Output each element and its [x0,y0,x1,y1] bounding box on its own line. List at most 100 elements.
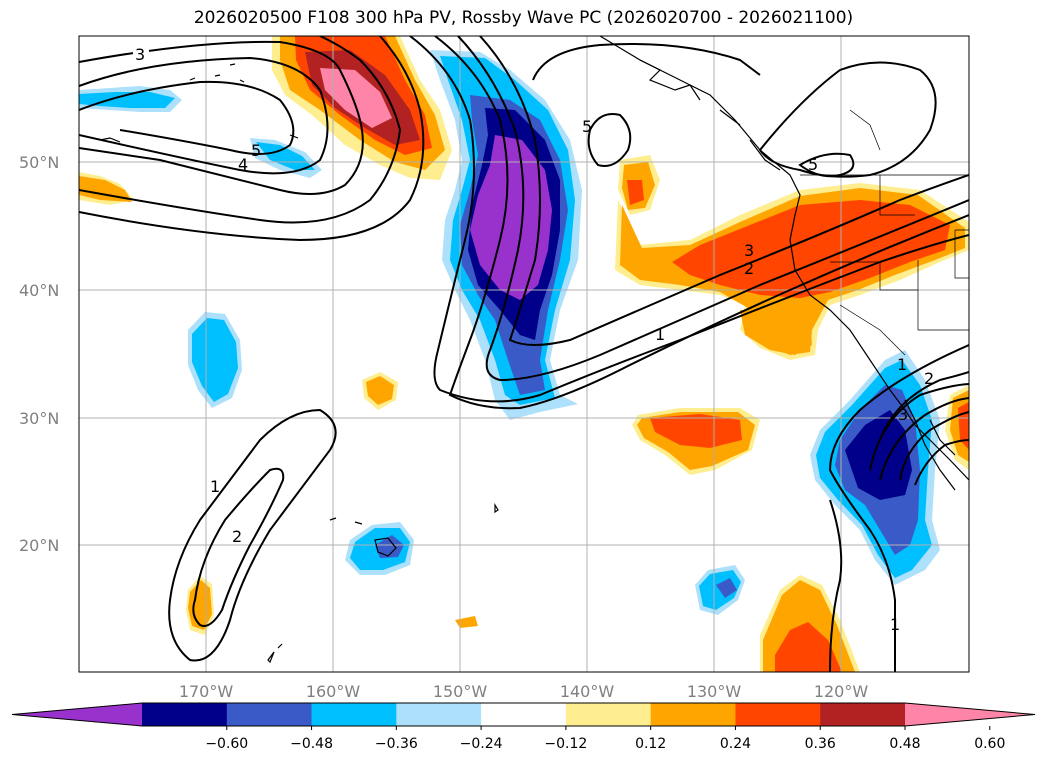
colorbar-outline [11,702,1036,727]
colorbar-swatch [142,703,228,726]
contour-label: 5 [808,155,818,174]
coastline-canada-inlets [639,59,781,171]
anomaly-negative-trough-purple [470,135,552,300]
hawaii-islands [329,517,397,557]
contour-5-closed [587,113,632,167]
contour-label: 3 [744,241,754,260]
contour-label: 4 [238,155,248,174]
lon-label: 130°W [687,682,742,701]
lon-label: 120°W [814,682,869,701]
colorbar-tick-label: 0.48 [889,736,920,752]
contour-se-5 [914,439,969,486]
colorbar-tick-label: 0.36 [805,736,836,752]
contour-trough-1 [434,36,969,410]
colorbar: −0.60 −0.48 −0.36 −0.24 −0.12 0.12 0.24 0.36 0.4… [11,702,1036,752]
contour-outer-s [829,499,843,672]
contour-label: 1 [897,355,907,374]
colorbar-tick-label: 0.12 [635,736,666,752]
contours [79,36,969,672]
anomaly-positive-north-pink [320,68,392,128]
colorbar-swatch [481,703,567,726]
colorbar-swatch [735,703,821,726]
contour-labels: 3 5 4 5 5 3 2 1 1 2 1 2 3 1 [133,44,934,634]
borders [800,109,969,356]
contour-5-mid [532,43,761,81]
colorbar-tick-label: 0.60 [974,736,1005,752]
contour-label: 2 [744,259,754,278]
contour-outer-2 [79,36,425,242]
contour-label: 3 [898,405,908,424]
lon-label: 160°W [306,682,361,701]
anomaly-orange-far-west-inner [79,176,132,202]
contour-trough-2 [409,36,969,403]
contour-se-4 [899,411,969,481]
longitude-labels: 170°W 160°W 150°W 140°W 130°W 120°W [179,682,869,701]
colorbar-swatch [565,703,652,726]
contour-1-s [828,344,969,672]
island-small-nw [99,137,121,143]
aleutian-islands [189,63,299,139]
anomaly-positive-mid-east-red [650,414,742,448]
colorbar-extend-min [12,703,142,726]
contour-trough-4 [479,36,969,346]
contour-2-sw [192,467,285,627]
lat-label: 20°N [19,536,59,555]
contour-north-ridge [79,56,329,175]
graticule [79,36,969,672]
colorbar-extend-max [905,703,1035,726]
anomaly-orange-small-mid-inner [366,376,394,405]
pv-shading [79,36,969,672]
contour-label: 5 [251,141,261,160]
coastline-baja [904,399,956,491]
anomaly-blue-south-core [716,578,737,598]
anomaly-blue-hawaii-core [375,535,404,558]
anomaly-positive-east-small-red [627,180,644,205]
map-area: 3 5 4 5 5 3 2 1 1 2 1 2 3 1 [79,36,969,672]
colorbar-swatch [650,703,736,726]
contour-5-coast [798,152,855,178]
anomaly-positive-south-red [775,622,842,672]
colorbar-tick-label: 0.24 [720,736,751,752]
lat-label: 50°N [19,153,59,172]
anomaly-blue-central-west-inner [192,318,238,402]
anomaly-blue-nw [79,92,175,108]
contour-label: 1 [890,615,900,634]
contour-se-2 [869,383,969,471]
contour-3-nw [79,40,364,195]
lon-label: 170°W [179,682,234,701]
colorbar-tick-label: −0.48 [290,736,333,752]
colorbar-swatch [396,703,482,726]
anomaly-blue-small-w-inner [256,142,315,170]
colorbar-tick-label: −0.60 [205,736,248,752]
contour-label: 2 [924,369,934,388]
colorbar-tick-label: −0.36 [375,736,418,752]
map-frame [78,35,970,673]
contour-label: 3 [135,45,145,64]
island-tiny-2 [267,643,283,664]
contour-label: 2 [232,527,242,546]
lon-label: 150°W [433,682,488,701]
anomaly-orange-coast [740,310,812,355]
anomaly-orange-tiny [455,616,478,628]
colorbar-swatch [820,703,906,726]
contour-se-1 [879,371,969,441]
island-tiny-1 [494,502,499,514]
contour-trough-3 [457,36,969,382]
anomaly-positive-east-band-red [672,200,950,298]
latitude-labels: 50°N 40°N 30°N 20°N [19,153,59,555]
contour-label: 1 [655,325,665,344]
colorbar-swatch [311,703,397,726]
contour-se-3 [879,397,969,481]
contour-label: 5 [582,117,592,136]
contour-label: 1 [210,477,220,496]
contour-north-ridge-2 [79,80,295,155]
colorbar-tick-label: −0.12 [544,736,587,752]
lat-label: 40°N [19,281,59,300]
contour-east-closed [758,61,937,178]
map-title: 2026020500 F108 300 hPa PV, Rossby Wave … [193,8,854,28]
colorbar-tick-label: −0.24 [460,736,503,752]
colorbar-swatch [226,703,313,726]
lat-label: 30°N [19,409,59,428]
contour-1-sw [168,408,337,662]
